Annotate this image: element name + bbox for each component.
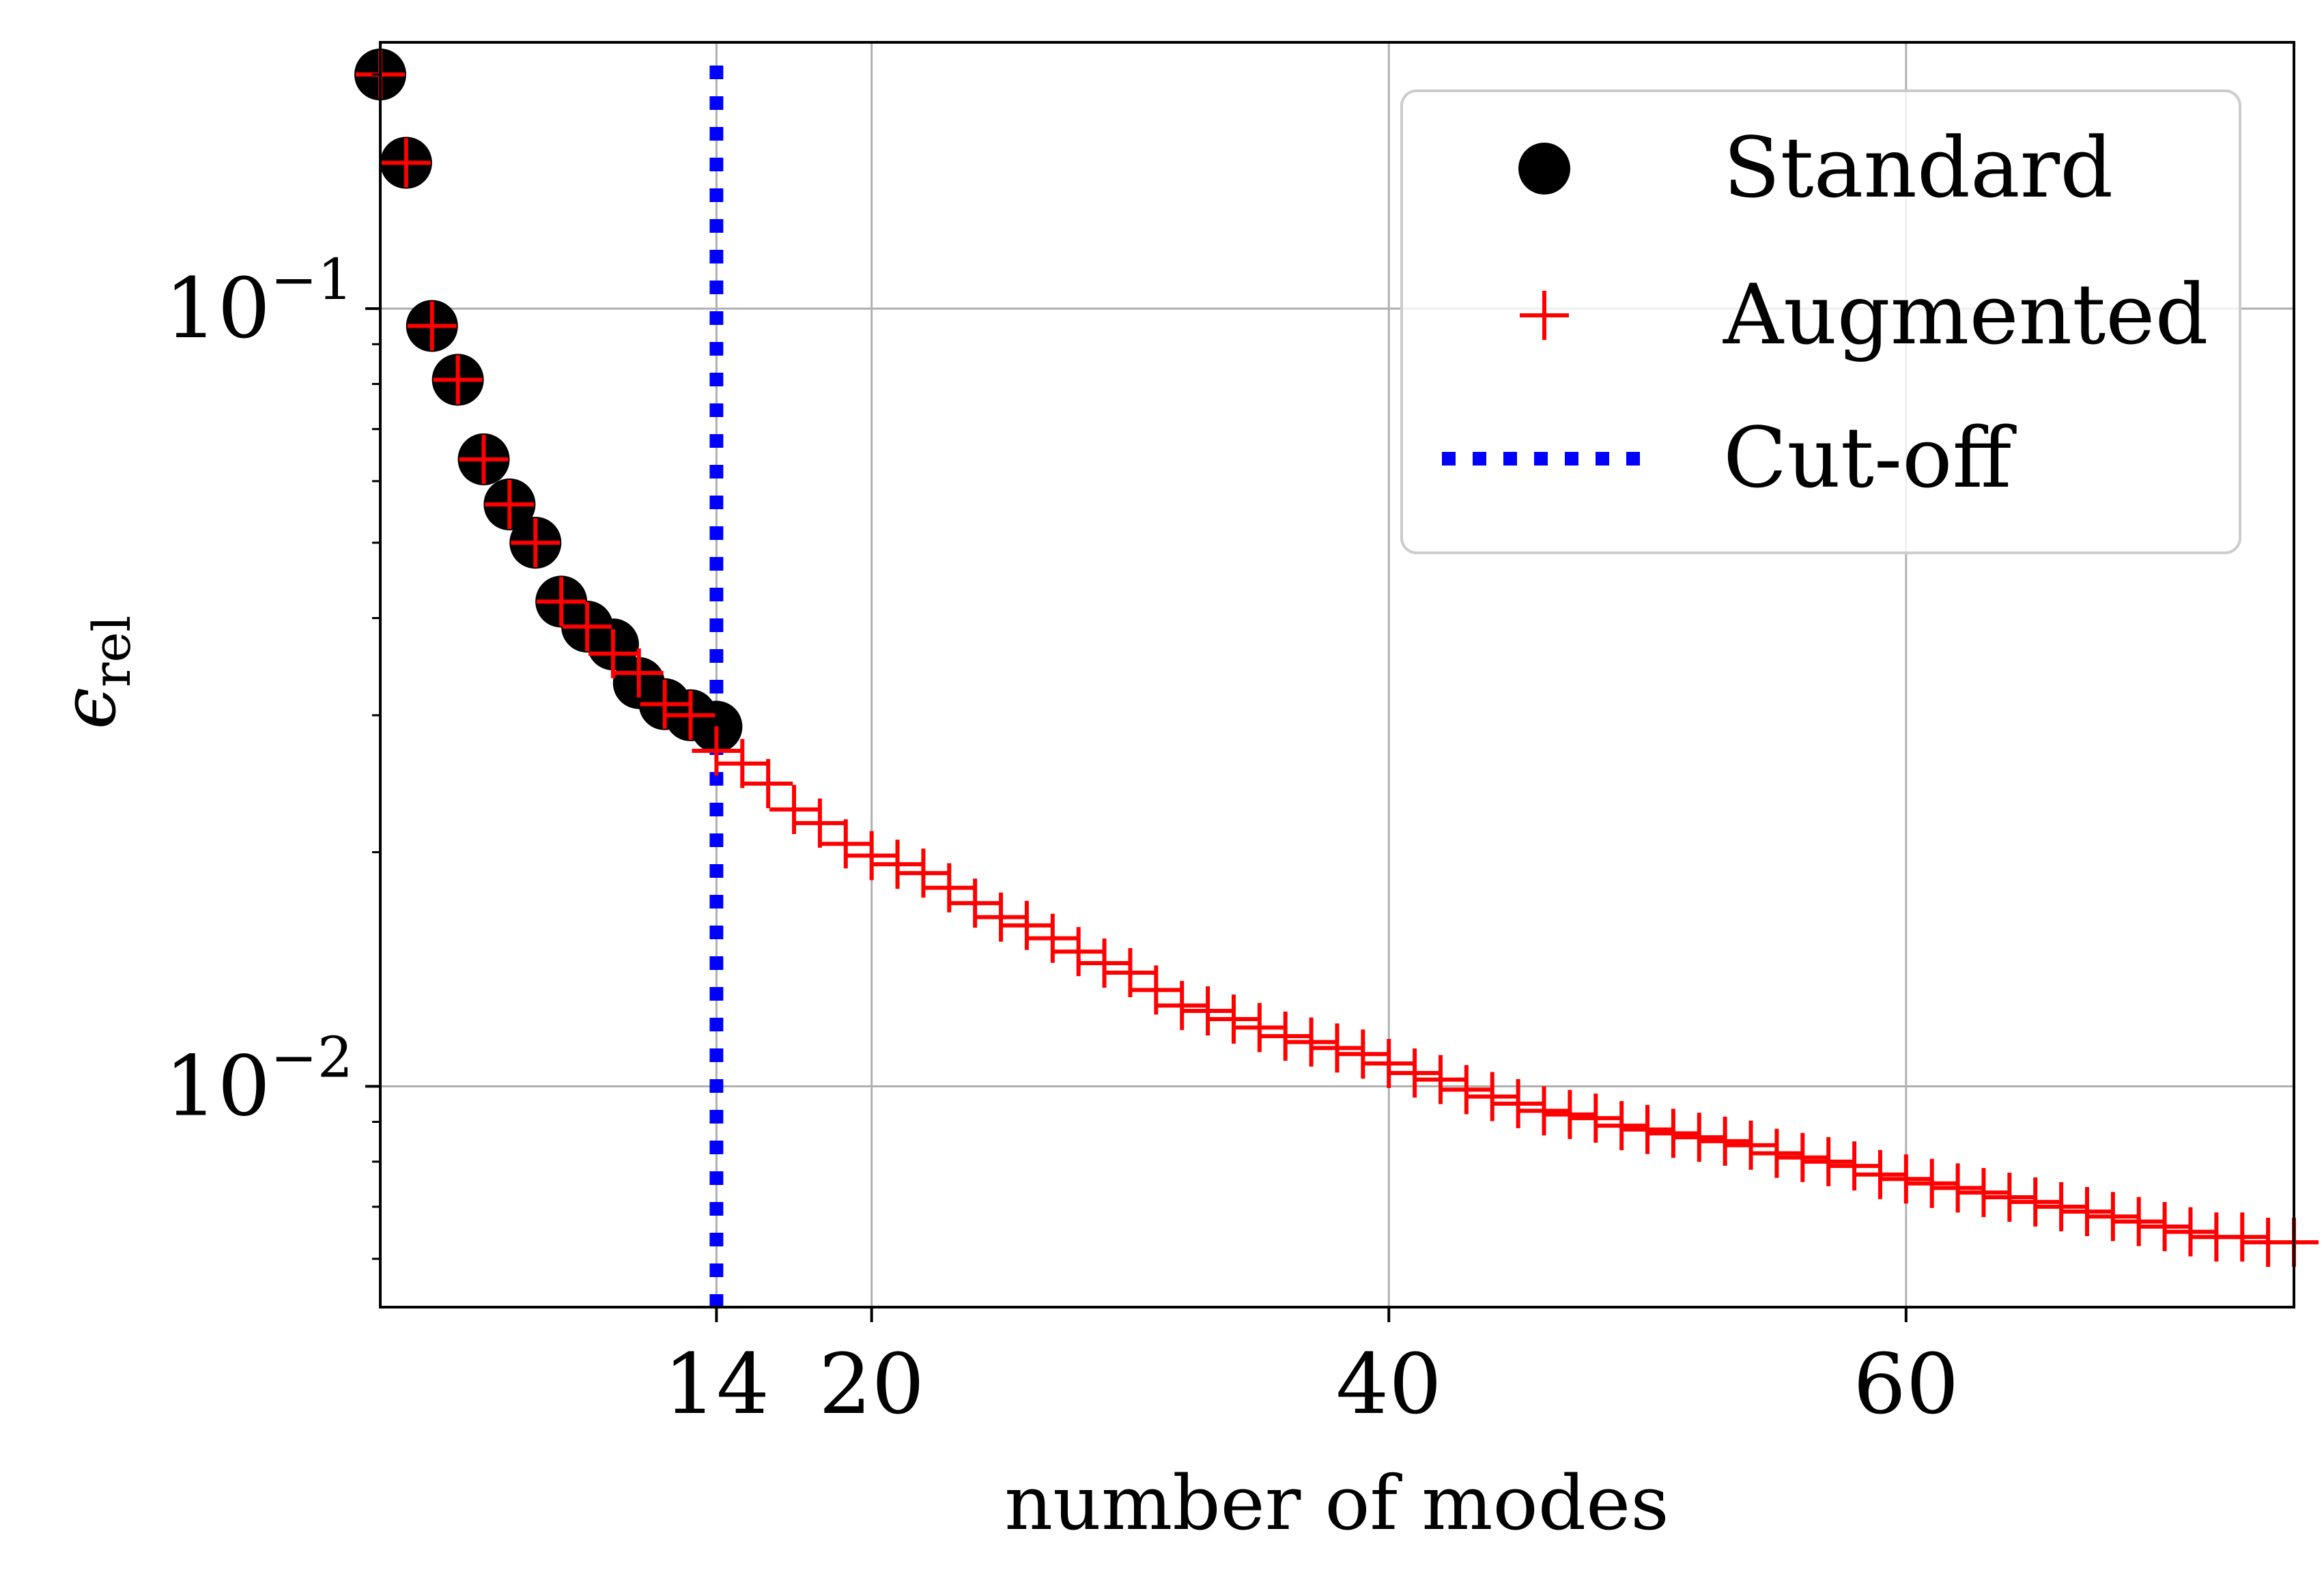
augmented-point (1079, 939, 1129, 988)
augmented-point (1053, 927, 1103, 977)
augmented-point (1907, 1158, 1957, 1208)
augmented-point (1959, 1168, 2009, 1218)
augmented-point (821, 819, 870, 869)
augmented-point (511, 518, 561, 568)
plot-frame (379, 41, 2295, 1309)
augmented-point (1571, 1093, 1621, 1143)
augmented-point (1208, 995, 1258, 1044)
augmented-point (1985, 1172, 2035, 1222)
augmented-point (1364, 1038, 1414, 1088)
augmented-point (2062, 1187, 2112, 1237)
legend-augmented-marker (1520, 291, 1569, 340)
augmented-point (1338, 1029, 1388, 1079)
augmented-point (1234, 1003, 1284, 1053)
augmented-point (795, 798, 845, 848)
augmented-point (898, 848, 948, 898)
augmented-point (1855, 1149, 1905, 1199)
augmented-point (1441, 1065, 1491, 1115)
augmented-point (769, 784, 819, 834)
augmented-point (614, 648, 664, 698)
augmented-point (666, 690, 715, 740)
y-axis-label: ϵrel (45, 615, 142, 729)
augmented-point (2088, 1192, 2138, 1242)
augmented-point (588, 629, 638, 678)
augmented-point (1105, 947, 1155, 997)
augmented-point (1183, 986, 1233, 1036)
x-tick-label: 14 (664, 1336, 769, 1433)
augmented-point (924, 863, 974, 913)
augmented-point (433, 355, 483, 405)
y-tick-label-exponent: −2 (270, 1025, 353, 1090)
augmented-point (1286, 1017, 1336, 1067)
y-tick-label-base: 10 (165, 1038, 270, 1134)
augmented-point (1028, 913, 1077, 963)
augmented-point (1545, 1089, 1595, 1139)
augmented-point (1312, 1023, 1362, 1073)
x-axis-label: number of modes (1004, 1459, 1669, 1547)
augmented-point (1002, 900, 1051, 950)
y-tick-label: 10−2 (165, 1025, 353, 1134)
x-tick-label: 40 (1336, 1336, 1442, 1433)
augmented-point (2217, 1212, 2267, 1262)
augmented-point (407, 301, 457, 351)
y-axis-label-base: ϵ (45, 687, 132, 730)
legend-box (1400, 89, 2241, 554)
augmented-point (1881, 1154, 1931, 1204)
augmented-point (459, 434, 509, 484)
augmented-point (976, 892, 1026, 942)
augmented-point (847, 831, 896, 881)
augmented-point (1804, 1136, 1854, 1186)
augmented-point (485, 480, 535, 530)
augmented-point (1933, 1163, 1983, 1213)
augmented-point (2166, 1207, 2215, 1257)
augmented-point (1752, 1128, 1802, 1178)
augmented-point (1726, 1120, 1776, 1170)
augmented-point (1390, 1048, 1440, 1098)
augmented-point (2011, 1177, 2060, 1227)
augmented-point (1830, 1141, 1880, 1191)
augmented-point (1519, 1086, 1569, 1136)
augmented-point (2037, 1182, 2086, 1231)
augmented-point (1700, 1116, 1750, 1166)
augmented-point (743, 759, 793, 809)
augmented-point (1467, 1072, 1517, 1121)
x-tick-label: 60 (1853, 1336, 1959, 1433)
augmented-point (1674, 1113, 1724, 1162)
augmented-point (1778, 1132, 1828, 1182)
y-tick-label-base: 10 (165, 260, 270, 357)
augmented-point (692, 726, 741, 775)
legend-augmented-label: Augmented (1723, 266, 2209, 363)
augmented-point (1493, 1078, 1543, 1128)
augmented-point (381, 138, 431, 188)
x-tick-label: 20 (819, 1336, 924, 1433)
augmented-point (718, 739, 767, 788)
legend: Standard Augmented Cut-off (1400, 89, 2241, 554)
augmented-series (356, 50, 2319, 1268)
augmented-point (537, 577, 586, 627)
augmented-point (1623, 1104, 1673, 1154)
augmented-point (2114, 1197, 2164, 1246)
y-tick-label-exponent: −1 (270, 248, 353, 313)
legend-standard-label: Standard (1723, 119, 2113, 216)
augmented-point (2140, 1202, 2190, 1252)
augmented-point (1131, 965, 1181, 1015)
augmented-point (1416, 1055, 1466, 1104)
augmented-point (1597, 1101, 1647, 1151)
legend-cutoff-label: Cut-off (1723, 410, 2017, 506)
augmented-point (873, 840, 922, 889)
augmented-point (563, 602, 612, 652)
legend-standard-marker (1518, 143, 1570, 195)
augmented-point (1648, 1109, 1698, 1158)
y-tick-label: 10−1 (165, 248, 353, 357)
augmented-point (1157, 981, 1207, 1031)
augmented-point (640, 679, 690, 729)
y-axis-label-subscript: rel (81, 615, 142, 687)
augmented-point (950, 878, 1000, 928)
augmented-point (1260, 1012, 1310, 1061)
